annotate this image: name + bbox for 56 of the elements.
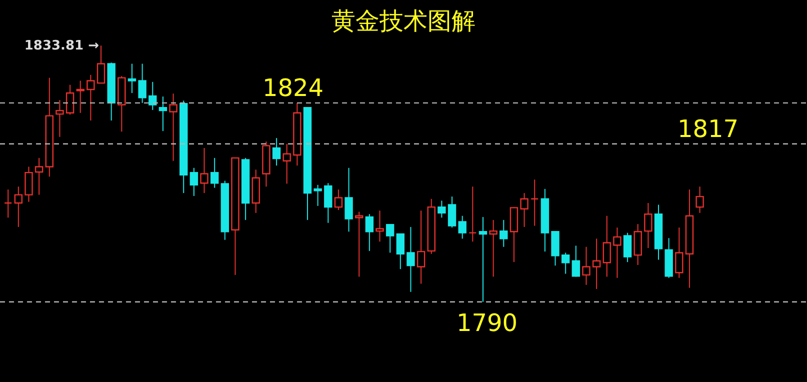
ref-line-label: 1790 [456,308,518,337]
candlestick [572,245,580,278]
candlestick [169,93,178,162]
candlestick [406,226,415,292]
ref-line-label: 1817 [677,114,739,143]
chart-title: 黄金技术图解 [332,7,476,35]
candlestick [561,252,570,274]
candlestick [86,74,95,122]
candlestick [448,196,456,228]
candlestick [489,219,498,278]
candlestick [14,186,23,228]
candlestick [190,167,198,196]
candlestick [4,189,12,218]
candlestick [158,96,168,132]
candlestick [324,182,332,224]
candlestick [334,189,343,211]
candlestick [56,100,64,138]
candlestick [530,179,539,226]
candlestick [128,63,136,94]
candlestick [696,186,704,214]
candlestick [468,186,477,242]
candlestick [592,238,601,290]
candlestick [438,200,446,218]
candlestick [551,230,560,266]
candlestick [500,219,508,248]
candlestick [510,206,518,263]
candlestick [76,80,84,114]
candlestick [478,216,488,302]
candlestick [396,233,405,270]
candlestick [376,210,384,242]
candlestick [386,224,394,254]
annotation: 1833.81 → [24,38,100,54]
candlestick [458,215,466,240]
candlestick [613,227,622,278]
candlestick [200,148,208,194]
candlestick [675,227,684,278]
candlestick [416,210,426,284]
ref-line-label: 1824 [262,74,324,102]
candlestick [34,157,44,196]
candlestick [96,45,106,84]
candlestick [272,138,281,166]
candlestick [634,224,642,266]
candlestick [314,184,322,206]
candlestick [344,167,353,232]
candlestick [148,81,157,110]
candlestick [24,166,33,202]
candlestick [602,215,611,278]
candlestick [282,143,291,184]
candlestick [520,192,528,228]
candlestick [365,214,374,252]
candlestick [623,232,632,263]
candlestick [138,63,146,104]
candlestick [644,202,652,249]
candlestick [66,84,74,116]
candlestick [210,157,219,188]
candlestick [582,246,590,286]
